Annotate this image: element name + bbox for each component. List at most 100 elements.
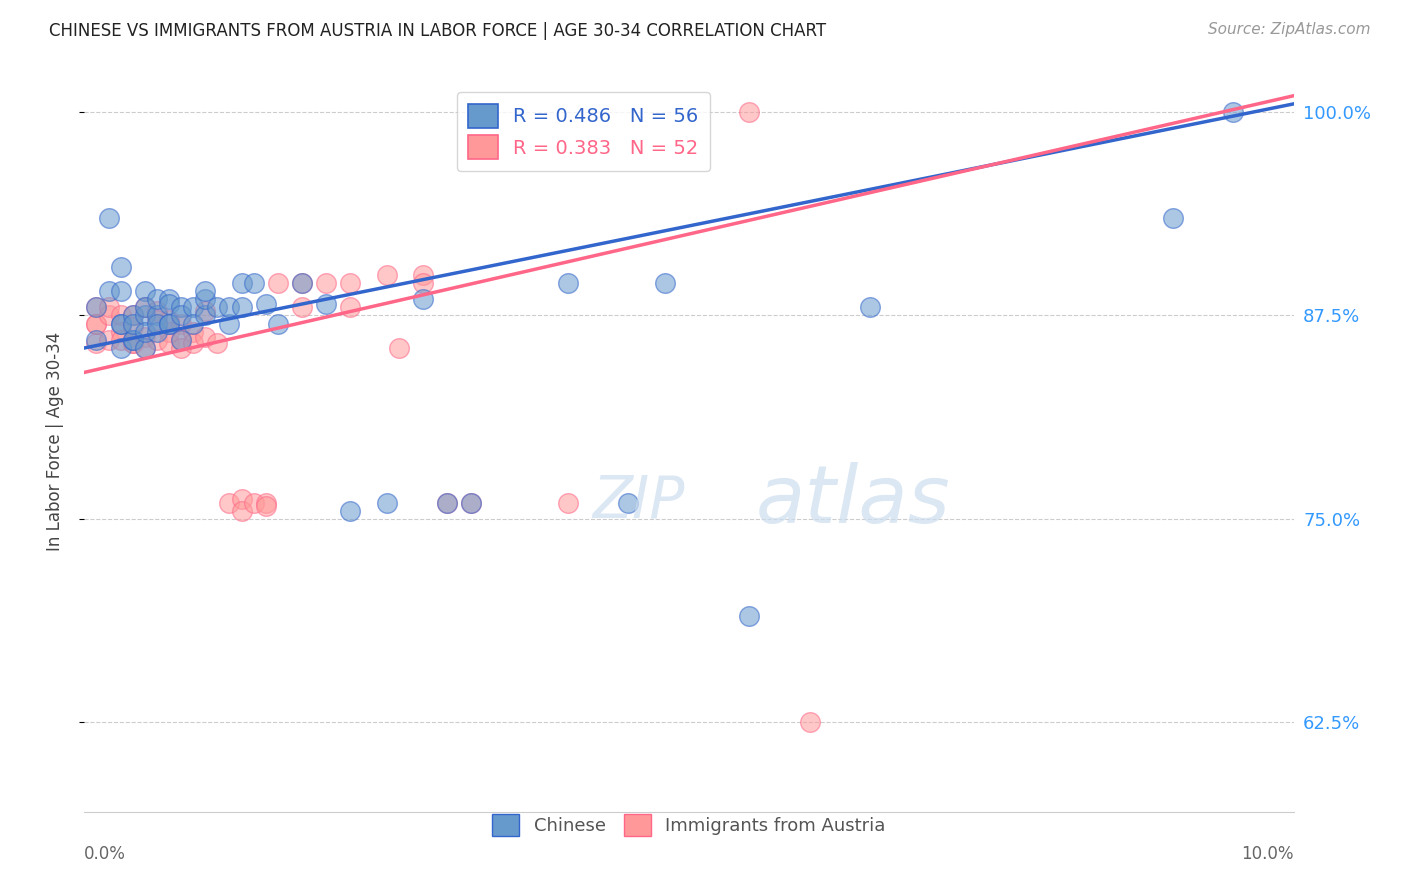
Y-axis label: In Labor Force | Age 30-34: In Labor Force | Age 30-34: [45, 332, 63, 551]
Point: [194, 292, 217, 306]
Point: [86, 336, 108, 351]
Point: [339, 504, 361, 518]
Point: [231, 492, 253, 507]
Legend: Chinese, Immigrants from Austria: Chinese, Immigrants from Austria: [485, 807, 893, 844]
Point: [194, 309, 217, 323]
Point: [412, 276, 434, 290]
Point: [146, 303, 169, 318]
Point: [146, 317, 169, 331]
Point: [121, 317, 143, 331]
Point: [194, 303, 217, 318]
Point: [218, 317, 240, 331]
Point: [134, 341, 156, 355]
Point: [1161, 211, 1184, 225]
Point: [134, 284, 156, 298]
Point: [146, 333, 169, 347]
Point: [146, 309, 169, 323]
Point: [254, 495, 277, 509]
Point: [436, 495, 458, 509]
Point: [86, 317, 108, 331]
Point: [97, 284, 120, 298]
Point: [157, 292, 180, 306]
Point: [218, 495, 240, 509]
Point: [121, 336, 143, 351]
Point: [134, 309, 156, 323]
Text: 10.0%: 10.0%: [1241, 845, 1294, 863]
Point: [436, 495, 458, 509]
Point: [1222, 105, 1244, 120]
Point: [121, 333, 143, 347]
Point: [121, 309, 143, 323]
Point: [254, 297, 277, 311]
Point: [110, 260, 132, 274]
Point: [267, 276, 290, 290]
Point: [181, 301, 204, 315]
Point: [157, 317, 180, 331]
Point: [170, 341, 193, 355]
Point: [375, 495, 398, 509]
Point: [291, 301, 314, 315]
Point: [157, 325, 180, 339]
Point: [86, 301, 108, 315]
Point: [121, 309, 143, 323]
Point: [557, 276, 579, 290]
Point: [97, 301, 120, 315]
Point: [315, 276, 337, 290]
Point: [110, 325, 132, 339]
Point: [412, 292, 434, 306]
Point: [110, 317, 132, 331]
Point: [86, 317, 108, 331]
Point: [231, 301, 253, 315]
Text: atlas: atlas: [755, 462, 950, 540]
Point: [460, 495, 482, 509]
Point: [86, 301, 108, 315]
Point: [218, 301, 240, 315]
Point: [181, 325, 204, 339]
Point: [86, 333, 108, 347]
Point: [291, 276, 314, 290]
Text: Source: ZipAtlas.com: Source: ZipAtlas.com: [1208, 22, 1371, 37]
Point: [134, 301, 156, 315]
Point: [460, 495, 482, 509]
Point: [157, 317, 180, 331]
Point: [291, 276, 314, 290]
Point: [97, 309, 120, 323]
Point: [134, 325, 156, 339]
Point: [110, 309, 132, 323]
Point: [375, 268, 398, 282]
Point: [134, 341, 156, 355]
Point: [146, 325, 169, 339]
Point: [412, 268, 434, 282]
Point: [157, 336, 180, 351]
Point: [181, 336, 204, 351]
Point: [134, 301, 156, 315]
Point: [110, 317, 132, 331]
Point: [799, 715, 821, 730]
Point: [157, 297, 180, 311]
Point: [242, 495, 264, 509]
Point: [194, 284, 217, 298]
Point: [654, 276, 676, 290]
Point: [170, 333, 193, 347]
Point: [97, 211, 120, 225]
Point: [339, 276, 361, 290]
Point: [146, 313, 169, 327]
Point: [557, 495, 579, 509]
Point: [267, 317, 290, 331]
Text: 0.0%: 0.0%: [84, 845, 127, 863]
Point: [121, 319, 143, 334]
Point: [121, 336, 143, 351]
Point: [146, 292, 169, 306]
Point: [170, 333, 193, 347]
Point: [388, 341, 411, 355]
Point: [194, 329, 217, 343]
Point: [134, 329, 156, 343]
Point: [110, 333, 132, 347]
Point: [738, 609, 761, 624]
Point: [110, 341, 132, 355]
Point: [738, 105, 761, 120]
Point: [207, 301, 229, 315]
Point: [254, 499, 277, 513]
Point: [170, 309, 193, 323]
Point: [242, 276, 264, 290]
